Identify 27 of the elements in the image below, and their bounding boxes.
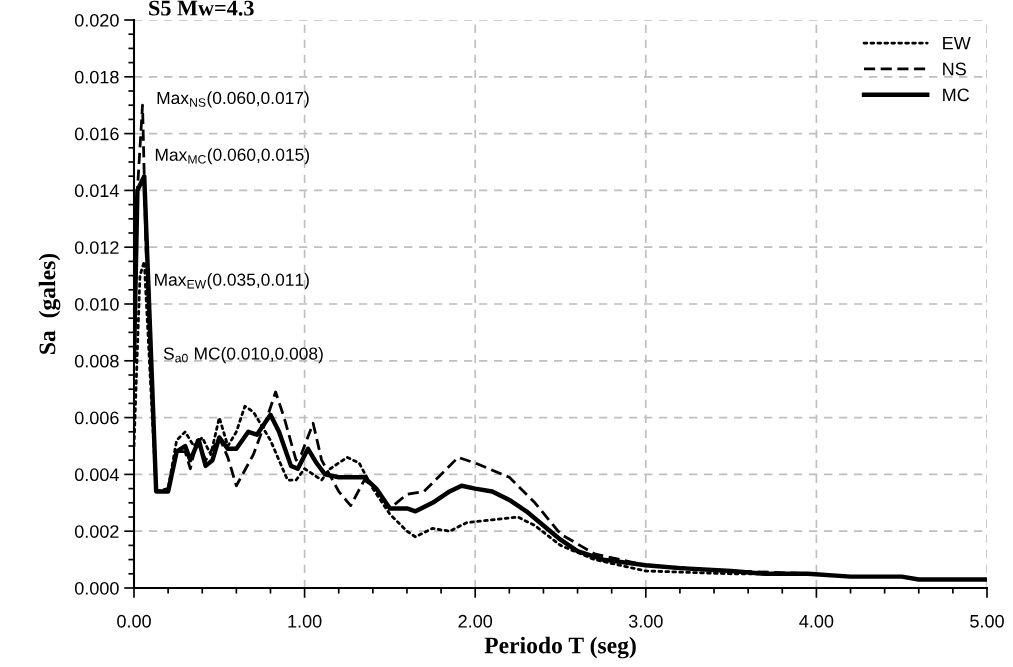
- chart-title: S5 Mw=4.3: [149, 0, 254, 16]
- y-tick-label: 0.006: [74, 411, 119, 425]
- y-tick-label: 0.018: [74, 70, 119, 84]
- y-tick-label: 0.008: [74, 354, 119, 368]
- y-tick-label: 0.002: [74, 525, 119, 538]
- x-axis-title: Periodo T (seg): [484, 636, 636, 659]
- x-tick-label: 1.00: [288, 614, 322, 628]
- legend-label: EW: [943, 36, 971, 50]
- annotation: Max$_{NS}$(0.060,0.017): [157, 91, 309, 108]
- y-axis-title: Sa (gales): [38, 253, 61, 354]
- annotation: Max$_{EW}$(0.035,0.011): [155, 273, 309, 290]
- annotation: Max$_{MC}$(0.060,0.015): [155, 148, 309, 165]
- x-tick-label: 3.00: [628, 614, 663, 628]
- x-tick-label: 2.00: [458, 614, 493, 628]
- x-tick-label: 5.00: [970, 614, 1004, 628]
- annotation: S$_{a0}$ MC(0.010,0.008): [163, 346, 323, 364]
- y-tick-label: 0.014: [74, 184, 119, 198]
- x-tick-label: 4.00: [799, 614, 834, 628]
- y-tick-label: 0.000: [74, 581, 119, 595]
- legend-label: NS: [943, 62, 966, 76]
- y-tick-label: 0.010: [74, 297, 119, 311]
- x-tick-label: 0.00: [117, 614, 151, 628]
- y-tick-label: 0.020: [74, 13, 119, 27]
- y-tick-label: 0.012: [74, 241, 119, 254]
- y-tick-label: 0.016: [74, 127, 119, 141]
- legend-label: MC: [943, 88, 970, 102]
- y-tick-label: 0.004: [74, 468, 119, 482]
